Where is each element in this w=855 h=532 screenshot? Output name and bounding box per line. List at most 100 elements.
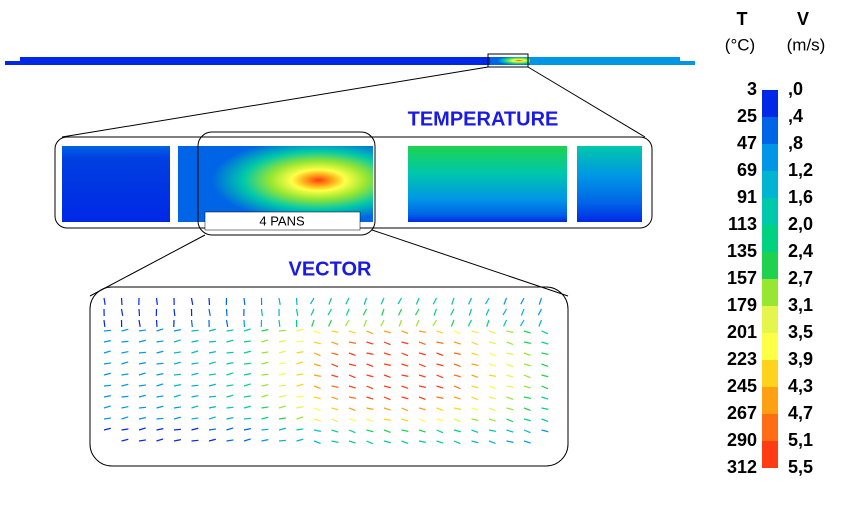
vector-arrow xyxy=(416,320,419,326)
vector-arrow xyxy=(489,375,496,376)
vector-arrow xyxy=(297,417,304,419)
vector-arrow xyxy=(472,331,479,333)
vector-arrow xyxy=(539,298,541,305)
vector-arrow xyxy=(192,440,199,441)
vector-arrow xyxy=(349,430,355,433)
vector-arrow xyxy=(314,386,321,388)
vector-arrow xyxy=(507,386,514,387)
vector-arrow xyxy=(367,397,374,399)
vector-arrow xyxy=(489,342,496,344)
vector-arrow xyxy=(520,320,524,326)
vector-arrow xyxy=(157,374,164,375)
vector-arrow xyxy=(262,417,269,419)
vector-arrow xyxy=(157,351,164,353)
vector-arrow xyxy=(402,419,409,421)
vector-arrow xyxy=(314,408,320,411)
vector-arrow xyxy=(454,430,461,432)
vector-arrow xyxy=(297,352,304,353)
vector-arrow xyxy=(122,417,129,419)
pans-label: 4 PANS xyxy=(259,213,305,228)
vector-arrow xyxy=(381,320,384,326)
vector-arrow xyxy=(349,375,355,378)
strip xyxy=(530,57,680,65)
vector-arrow xyxy=(104,298,105,305)
vector-arrow xyxy=(332,441,339,442)
vector-arrow xyxy=(507,375,514,377)
vector-arrow xyxy=(139,352,146,353)
legend-v-label: 3,5 xyxy=(788,322,813,342)
vector-arrow xyxy=(384,441,391,443)
vector-arrow xyxy=(122,309,123,316)
vector-arrow xyxy=(244,341,251,342)
vector-arrow xyxy=(174,429,181,430)
vector-arrow xyxy=(122,429,129,430)
vector-arrow xyxy=(332,364,338,367)
vector-arrow xyxy=(311,309,314,315)
vector-arrow xyxy=(542,408,549,409)
vector-arrow xyxy=(244,406,251,408)
vector-arrow xyxy=(507,353,514,355)
vector-arrow xyxy=(329,320,332,326)
vector-arrow xyxy=(332,331,339,332)
vector-arrow xyxy=(122,396,129,397)
vector-field xyxy=(104,298,548,444)
vector-arrow xyxy=(227,363,234,364)
vector-arrow xyxy=(312,320,314,327)
vector-arrow xyxy=(279,330,286,331)
vector-arrow xyxy=(122,384,129,386)
vector-arrow xyxy=(402,375,409,376)
vector-arrow xyxy=(262,374,269,375)
vector-arrow xyxy=(504,298,507,305)
vector-arrow xyxy=(157,429,164,430)
vector-arrow xyxy=(332,386,339,387)
vector-arrow xyxy=(485,298,489,304)
vector-arrow xyxy=(454,364,461,366)
vector-arrow xyxy=(437,353,444,355)
vector-arrow xyxy=(174,362,181,364)
vector-arrow xyxy=(174,395,181,397)
vector-arrow xyxy=(384,331,391,333)
vector-arrow xyxy=(192,341,199,342)
legend-band xyxy=(762,225,778,252)
vector-arrow xyxy=(227,407,234,408)
legend-v-label: 3,1 xyxy=(788,295,813,315)
vector-arrow xyxy=(122,329,129,331)
vector-arrow xyxy=(262,440,269,441)
vector-arrow xyxy=(402,430,409,431)
vector-arrow xyxy=(227,385,234,386)
vector-arrow xyxy=(489,430,496,431)
vector-arrow xyxy=(504,320,507,326)
vector-arrow xyxy=(192,330,199,331)
vector-arrow xyxy=(364,298,366,305)
vector-arrow xyxy=(524,419,531,421)
vector-arrow xyxy=(524,430,530,433)
vector-arrow xyxy=(209,374,216,375)
vector-arrow xyxy=(472,408,479,410)
legend-t-label: 135 xyxy=(727,241,757,261)
vector-arrow xyxy=(262,340,269,342)
vector-arrow xyxy=(402,397,409,399)
vector-arrow xyxy=(157,363,164,364)
vector-arrow xyxy=(297,396,304,397)
vector-arrow xyxy=(521,298,524,304)
vector-arrow xyxy=(192,351,199,353)
vector-arrow xyxy=(174,352,181,353)
vector-arrow xyxy=(489,331,496,333)
vector-arrow xyxy=(227,428,234,430)
legend-t-label: 3 xyxy=(747,79,757,99)
vector-arrow xyxy=(437,397,444,398)
vector-arrow xyxy=(157,329,164,331)
legend-t-label: 201 xyxy=(727,322,757,342)
vector-arrow xyxy=(402,331,409,333)
vector-arrow xyxy=(262,330,269,331)
vector-arrow xyxy=(192,418,199,419)
legend-band xyxy=(762,90,778,117)
vector-arrow xyxy=(332,430,339,432)
vector-arrow xyxy=(437,364,444,366)
vector-arrow xyxy=(174,374,181,375)
legend-band xyxy=(762,279,778,306)
vector-arrow xyxy=(542,342,549,344)
strip xyxy=(680,61,695,65)
legend-unit: (m/s) xyxy=(787,35,826,54)
vector-arrow xyxy=(524,353,531,355)
